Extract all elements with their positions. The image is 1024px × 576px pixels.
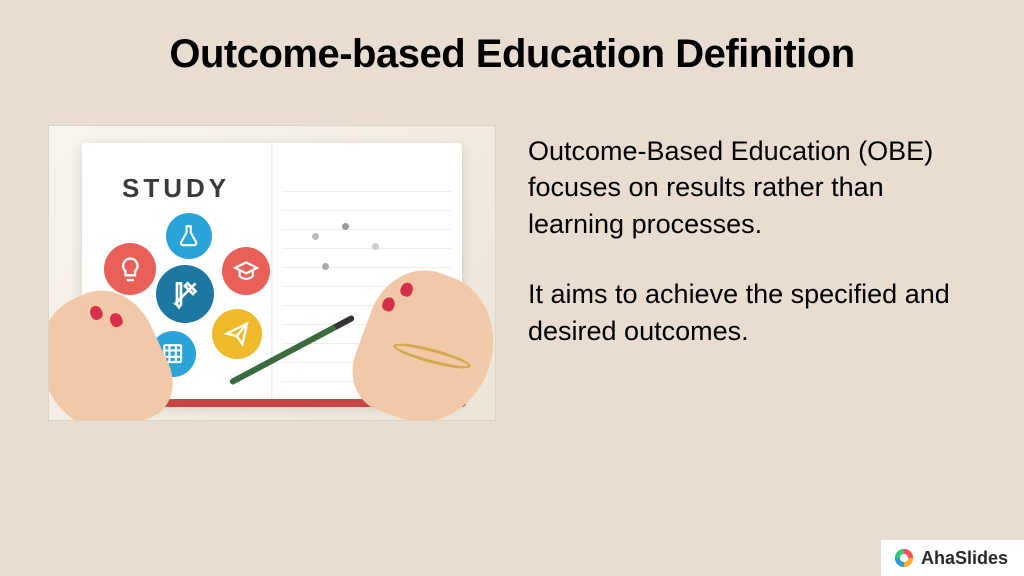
illustration: STUDY [48, 125, 496, 421]
lightbulb-icon [104, 243, 156, 295]
text-column: Outcome-Based Education (OBE) focuses on… [528, 125, 976, 421]
flask-icon [166, 213, 212, 259]
slide-title: Outcome-based Education Definition [0, 0, 1024, 77]
brand-name: AhaSlides [921, 548, 1008, 569]
ruler-pencil-icon [156, 265, 214, 323]
graduation-cap-icon [222, 247, 270, 295]
content-row: STUDY [0, 77, 1024, 421]
study-label: STUDY [122, 173, 230, 204]
brand-logo-icon [893, 547, 915, 569]
paper-plane-icon [212, 309, 262, 359]
notebook: STUDY [82, 143, 462, 403]
definition-paragraph-2: It aims to achieve the specified and des… [528, 276, 976, 349]
definition-paragraph-1: Outcome-Based Education (OBE) focuses on… [528, 133, 976, 242]
brand-badge: AhaSlides [881, 540, 1024, 576]
